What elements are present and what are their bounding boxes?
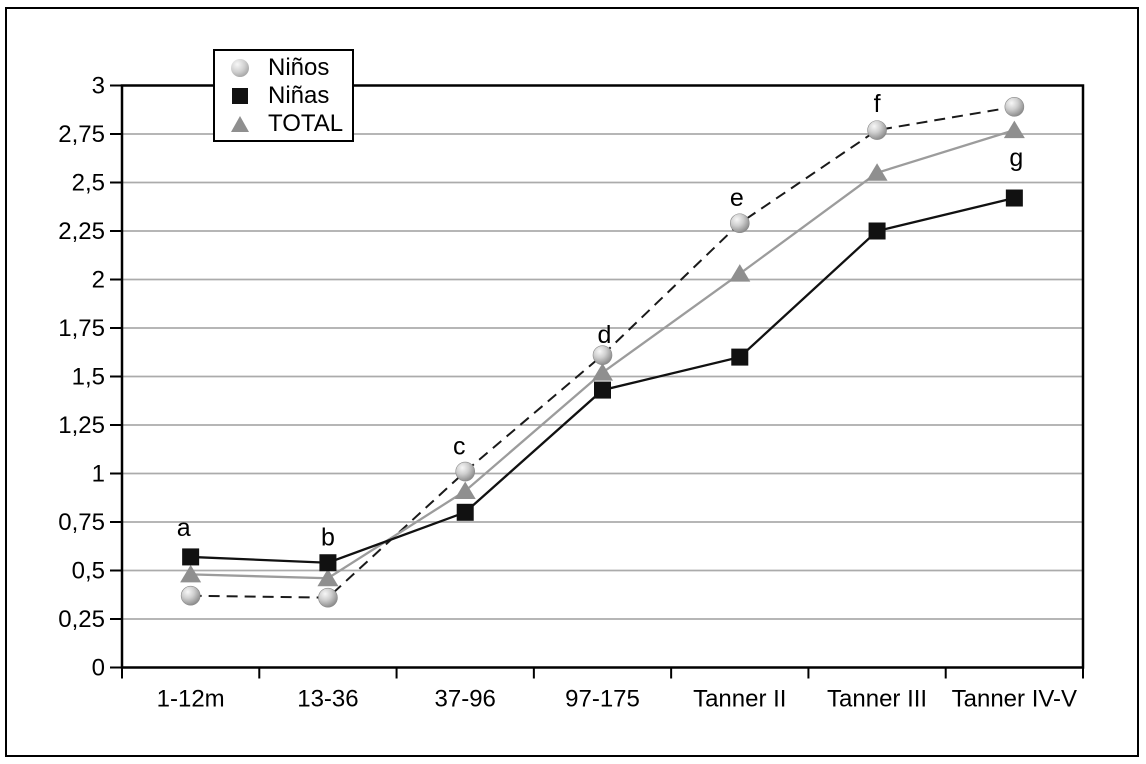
svg-text:2,5: 2,5: [72, 170, 105, 197]
legend-box: Niños Niñas TOTAL: [213, 49, 354, 142]
annotation-e: e: [730, 184, 744, 212]
figure-border: [5, 7, 1139, 757]
svg-text:1: 1: [92, 461, 105, 488]
svg-text:Tanner III: Tanner III: [827, 686, 927, 713]
annotation-g: g: [1009, 144, 1023, 172]
sphere-icon: [230, 58, 250, 77]
svg-text:Tanner IV-V: Tanner IV-V: [952, 686, 1077, 713]
svg-text:Tanner II: Tanner II: [693, 686, 786, 713]
svg-text:13-36: 13-36: [297, 686, 358, 713]
svg-text:2: 2: [92, 267, 105, 294]
svg-text:0,5: 0,5: [72, 558, 105, 585]
svg-text:97-175: 97-175: [565, 686, 640, 713]
svg-text:0,25: 0,25: [58, 606, 105, 633]
svg-text:2,25: 2,25: [58, 218, 105, 245]
square-icon: [230, 87, 250, 104]
svg-text:1,5: 1,5: [72, 364, 105, 391]
legend-label: TOTAL: [268, 110, 344, 137]
svg-text:37-96: 37-96: [435, 686, 496, 713]
legend-item-ninas: Niñas: [230, 83, 352, 108]
annotation-d: d: [598, 321, 612, 349]
svg-text:1,25: 1,25: [58, 412, 105, 439]
annotation-b: b: [321, 524, 335, 552]
svg-text:1,75: 1,75: [58, 315, 105, 342]
svg-text:2,75: 2,75: [58, 121, 105, 148]
svg-text:1-12m: 1-12m: [157, 686, 225, 713]
legend-label: Niños: [268, 54, 330, 81]
svg-text:3: 3: [92, 73, 105, 100]
legend-item-total: TOTAL: [230, 111, 352, 136]
annotation-a: a: [177, 514, 191, 542]
annotation-f: f: [874, 90, 881, 118]
svg-text:0,75: 0,75: [58, 509, 105, 536]
legend-item-ninos: Niños: [230, 55, 352, 80]
legend-label: Niñas: [268, 82, 330, 109]
svg-text:0: 0: [92, 655, 105, 682]
annotation-c: c: [453, 433, 466, 461]
triangle-icon: [230, 115, 250, 132]
